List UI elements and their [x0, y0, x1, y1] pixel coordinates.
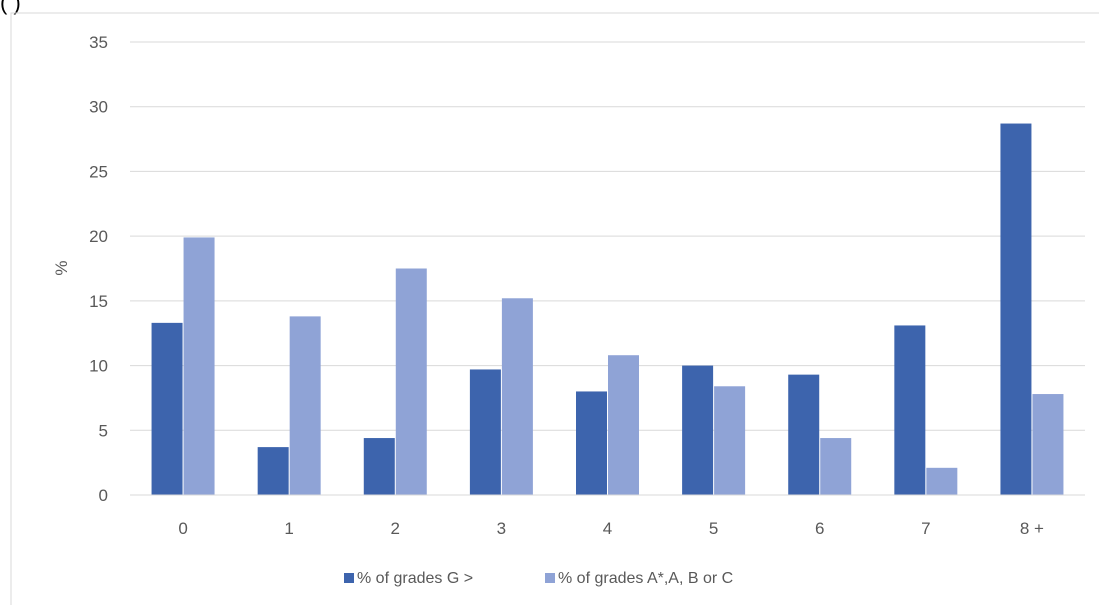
y-axis-ticks: 0 5 10 15 20 25 30 35 — [89, 33, 108, 505]
legend: % of grades G > % of grades A*,A, B or C — [344, 570, 733, 587]
y-tick-label: 20 — [89, 227, 108, 246]
y-tick-label: 30 — [89, 98, 108, 117]
bar-series-1-cat-8 — [1000, 123, 1032, 495]
bar-series-2-cat-8 — [1032, 394, 1064, 495]
header-fragment: ( ) — [0, 0, 21, 15]
chart-border — [10, 12, 1099, 605]
x-tick-label: 2 — [391, 519, 400, 538]
bar-series-2-cat-6 — [820, 438, 852, 495]
x-axis-ticks: 0 1 2 3 4 5 6 7 8 + — [178, 519, 1044, 538]
x-tick-label: 1 — [284, 519, 293, 538]
bar-series-2-cat-4 — [608, 355, 639, 495]
x-tick-label: 3 — [497, 519, 506, 538]
legend-swatch-1 — [344, 573, 354, 583]
bar-series-1-cat-4 — [576, 391, 607, 495]
x-tick-label: 6 — [815, 519, 824, 538]
legend-label-1: % of grades G > — [357, 570, 473, 587]
bar-series-2-cat-1 — [289, 316, 321, 495]
x-tick-label: 0 — [178, 519, 187, 538]
bar-series-2-cat-5 — [714, 386, 746, 495]
y-tick-label: 10 — [89, 357, 108, 376]
bar-series-1-cat-1 — [257, 447, 289, 495]
y-axis-title: % — [52, 260, 71, 275]
bar-series-2-cat-0 — [183, 237, 215, 496]
bar-series-1-cat-2 — [363, 438, 395, 495]
legend-swatch-2 — [545, 573, 555, 583]
y-tick-label: 35 — [89, 33, 108, 52]
x-tick-label: 5 — [709, 519, 718, 538]
bar-series-2-cat-3 — [501, 298, 533, 495]
y-tick-label: 25 — [89, 162, 108, 181]
legend-label-2: % of grades A*,A, B or C — [558, 570, 733, 587]
bar-series-2-cat-7 — [926, 467, 958, 495]
bar-series-1-cat-7 — [894, 325, 926, 495]
bar-series-2-cat-2 — [395, 268, 427, 495]
x-tick-label: 7 — [921, 519, 930, 538]
bar-series-1-cat-6 — [788, 374, 820, 495]
bar-series-1-cat-0 — [151, 322, 183, 495]
y-tick-label: 5 — [99, 421, 108, 440]
gridlines — [130, 41, 1085, 431]
y-tick-label: 0 — [99, 486, 108, 505]
bar-series-1-cat-3 — [469, 369, 501, 495]
y-tick-label: 15 — [89, 292, 108, 311]
x-tick-label: 4 — [603, 519, 612, 538]
x-tick-label: 8 + — [1020, 519, 1044, 538]
bars — [151, 123, 1064, 496]
bar-series-1-cat-5 — [682, 365, 714, 495]
